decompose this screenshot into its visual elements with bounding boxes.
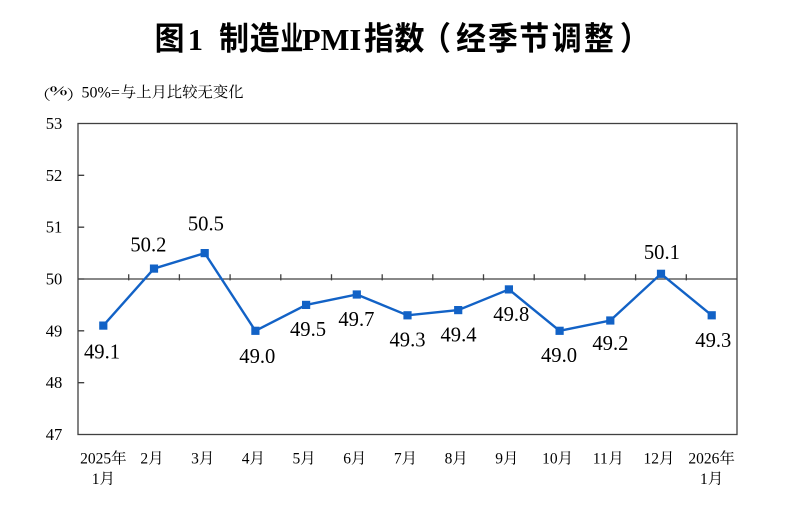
svg-text:47: 47 xyxy=(46,425,63,444)
svg-text:12: 12 xyxy=(644,451,660,468)
svg-text:50.1: 50.1 xyxy=(644,242,680,264)
svg-text:6: 6 xyxy=(343,451,351,468)
svg-text:49.7: 49.7 xyxy=(338,309,374,331)
svg-text:9: 9 xyxy=(495,451,503,468)
svg-text:49.4: 49.4 xyxy=(440,324,476,346)
svg-text:51: 51 xyxy=(46,218,63,237)
svg-text:1: 1 xyxy=(92,471,100,488)
svg-text:49.3: 49.3 xyxy=(389,329,425,351)
svg-text:52: 52 xyxy=(46,166,63,185)
svg-text:50: 50 xyxy=(46,270,63,289)
svg-text:50.2: 50.2 xyxy=(130,234,166,256)
svg-text:2026: 2026 xyxy=(688,451,719,468)
svg-text:49.8: 49.8 xyxy=(493,304,529,326)
svg-text:49: 49 xyxy=(46,321,63,340)
svg-text:2: 2 xyxy=(140,451,148,468)
svg-text:7: 7 xyxy=(394,451,402,468)
svg-text:5: 5 xyxy=(293,451,301,468)
svg-text:10: 10 xyxy=(542,451,558,468)
svg-text:49.2: 49.2 xyxy=(592,333,628,355)
svg-text:50%=: 50%= xyxy=(82,84,120,101)
svg-text:2025: 2025 xyxy=(80,451,111,468)
svg-text:48: 48 xyxy=(46,373,63,392)
svg-text:49.0: 49.0 xyxy=(541,345,577,367)
svg-text:1: 1 xyxy=(188,23,203,57)
svg-text:PMI: PMI xyxy=(302,23,361,57)
svg-text:11: 11 xyxy=(593,451,608,468)
svg-text:49.3: 49.3 xyxy=(695,330,731,352)
svg-text:3: 3 xyxy=(191,451,199,468)
svg-text:49.0: 49.0 xyxy=(239,346,275,368)
svg-text:8: 8 xyxy=(445,451,453,468)
svg-text:53: 53 xyxy=(46,114,63,133)
svg-text:50.5: 50.5 xyxy=(188,214,224,236)
svg-text:4: 4 xyxy=(242,451,250,468)
svg-text:1: 1 xyxy=(700,471,708,488)
svg-text:49.5: 49.5 xyxy=(290,319,326,341)
svg-text:49.1: 49.1 xyxy=(84,341,120,363)
